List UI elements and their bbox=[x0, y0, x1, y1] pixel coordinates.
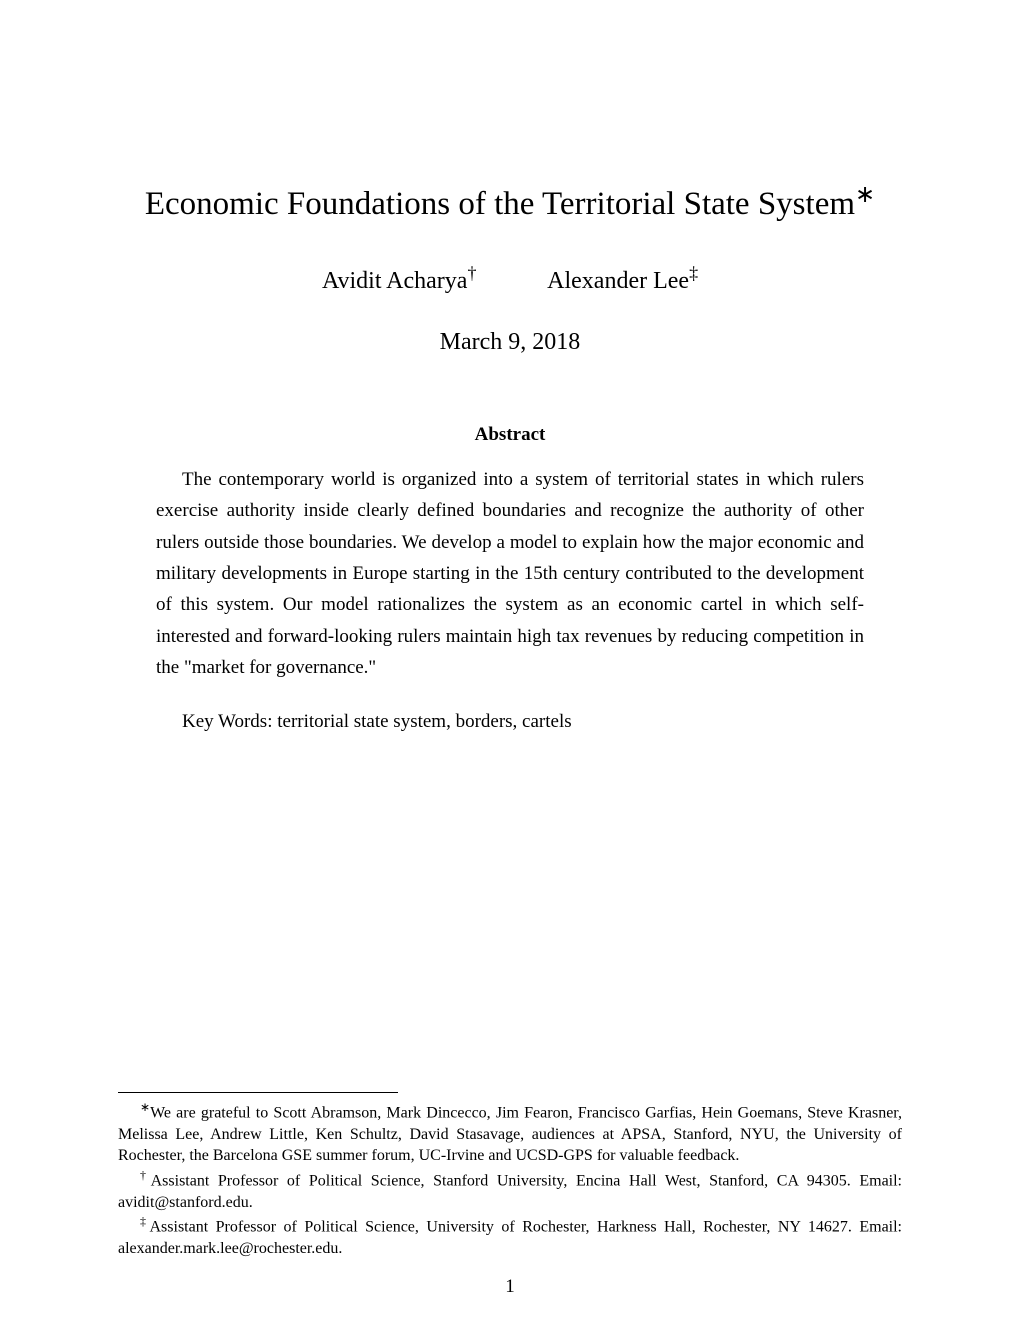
footnotes-block: ∗We are grateful to Scott Abramson, Mark… bbox=[118, 1092, 902, 1260]
author-2-mark: ‡ bbox=[689, 263, 698, 283]
title-footnote-mark: ∗ bbox=[855, 182, 875, 208]
footnote-1-mark: ∗ bbox=[140, 1100, 150, 1114]
footnote-3-text: Assistant Professor of Political Science… bbox=[118, 1219, 902, 1258]
page-number: 1 bbox=[0, 1276, 1020, 1298]
footnote-2-mark: † bbox=[140, 1168, 151, 1182]
footnote-2: †Assistant Professor of Political Scienc… bbox=[118, 1167, 902, 1214]
author-2-name: Alexander Lee bbox=[547, 268, 689, 294]
author-1-name: Avidit Acharya bbox=[322, 268, 468, 294]
footnote-1: ∗We are grateful to Scott Abramson, Mark… bbox=[118, 1099, 902, 1167]
footnote-2-text: Assistant Professor of Political Science… bbox=[118, 1172, 902, 1211]
footnote-rule bbox=[118, 1092, 398, 1093]
date: March 9, 2018 bbox=[118, 329, 902, 356]
authors-line: Avidit Acharya† Alexander Lee‡ bbox=[118, 263, 902, 295]
footnote-1-text: We are grateful to Scott Abramson, Mark … bbox=[118, 1104, 902, 1164]
title-text: Economic Foundations of the Territorial … bbox=[145, 186, 855, 222]
author-1: Avidit Acharya† bbox=[322, 268, 483, 294]
author-2: Alexander Lee‡ bbox=[547, 268, 698, 294]
keywords-line: Key Words: territorial state system, bor… bbox=[156, 711, 864, 733]
author-1-mark: † bbox=[467, 263, 476, 283]
abstract-heading: Abstract bbox=[118, 424, 902, 446]
footnote-3: ‡Assistant Professor of Political Scienc… bbox=[118, 1213, 902, 1260]
abstract-body: The contemporary world is organized into… bbox=[156, 464, 864, 683]
page-title: Economic Foundations of the Territorial … bbox=[118, 180, 902, 223]
keywords-label: Key Words: bbox=[182, 711, 272, 732]
keywords-text: territorial state system, borders, carte… bbox=[277, 711, 571, 732]
